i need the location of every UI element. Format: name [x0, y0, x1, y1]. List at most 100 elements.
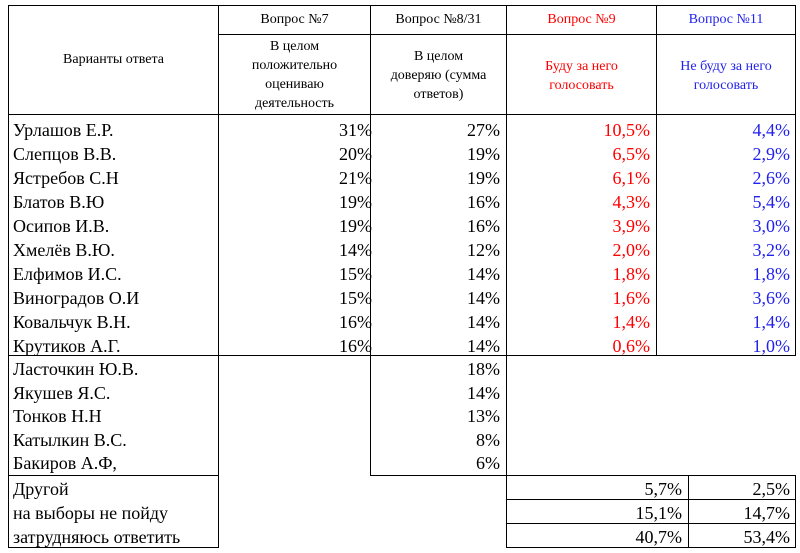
row-q9: 1,6%: [612, 288, 651, 308]
row-q11: 53,4%: [743, 527, 791, 547]
row-q8: 16%: [467, 216, 500, 236]
table-row: затрудняюсь ответить 40,7% 53,4%: [8, 526, 798, 550]
header-answer-variants-cell: Варианты ответа: [8, 5, 219, 115]
table-row: Осипов И.В. 19% 16% 3,9% 3,0%: [8, 214, 796, 238]
q8-rows: Ласточкин Ю.В. 18% Якушев Я.С. 14% Тонко…: [8, 358, 508, 476]
row-q9: 2,0%: [612, 240, 651, 260]
row-q7: 15%: [339, 288, 372, 308]
header-q7-sub-3: оцениваю: [265, 77, 324, 92]
row-q8: 16%: [467, 192, 500, 212]
row-q9: 10,5%: [603, 120, 651, 140]
header-q7-sub-4: деятельность: [254, 96, 335, 111]
row-q8: 14%: [467, 312, 500, 332]
row-q8: 19%: [467, 144, 500, 164]
row-q8: 8%: [476, 429, 500, 450]
table-row: Ястребов С.Н 21% 19% 6,1% 2,6%: [8, 166, 796, 190]
q11-block: [656, 114, 796, 356]
row-name: Катылкин В.С.: [13, 429, 127, 450]
header-q11-title: Вопрос №11: [688, 12, 764, 27]
header-q8-cell: Вопрос №8/31 В целом доверяю (сумма отве…: [370, 5, 507, 115]
row-q9: 15,1%: [635, 503, 683, 523]
row-q7: 16%: [339, 312, 372, 332]
table-row: Катылкин В.С. 8%: [8, 429, 508, 453]
row-q8: 14%: [467, 264, 500, 284]
table-row: Тонков Н.Н 13%: [8, 405, 508, 429]
row-q7: 19%: [339, 216, 372, 236]
row-q11: 2,9%: [752, 144, 791, 164]
header-q8-sub-3: ответов): [413, 87, 464, 102]
header-q8-sub-1: В целом: [413, 49, 464, 64]
table-row: Урлашов Е.Р. 31% 27% 10,5% 4,4%: [8, 118, 796, 142]
row-name: Хмелёв В.Ю.: [13, 240, 115, 260]
header-q8-sub-2: доверяю (сумма: [390, 68, 487, 83]
row-q8: 14%: [467, 336, 500, 356]
table-row: Елфимов И.С. 15% 14% 1,8% 1,8%: [8, 262, 796, 286]
row-q7: 15%: [339, 264, 372, 284]
other-rows: Другой 5,7% 2,5% на выборы не пойду 15,1…: [8, 478, 798, 550]
row-q11: 5,4%: [752, 192, 791, 212]
row-name: Ласточкин Ю.В.: [13, 359, 139, 379]
full-rows: Урлашов Е.Р. 31% 27% 10,5% 4,4% Слепцов …: [8, 118, 796, 358]
row-q11: 3,6%: [752, 288, 791, 308]
row-q7: 31%: [339, 120, 372, 140]
row-q7: 20%: [339, 144, 372, 164]
header-q8-title: Вопрос №8/31: [395, 12, 482, 27]
row-q11: 4,4%: [752, 120, 791, 140]
row-q9: 6,5%: [612, 144, 651, 164]
row-q9: 4,3%: [612, 192, 651, 212]
row-name: Другой: [13, 479, 69, 499]
row-q9: 1,8%: [612, 264, 651, 284]
row-q11: 1,4%: [752, 312, 791, 332]
row-q11: 2,6%: [752, 168, 791, 188]
row-q7: 19%: [339, 192, 372, 212]
header-q9-cell: Вопрос №9 Буду за него голосовать: [506, 5, 657, 115]
header-q7-sub-1: В целом: [269, 39, 320, 54]
row-q8: 19%: [467, 168, 500, 188]
header-q9-sub-2: голосовать: [549, 78, 614, 93]
q11-other-3: [688, 523, 796, 548]
row-q11: 2,5%: [752, 479, 791, 499]
table-row: Другой 5,7% 2,5%: [8, 478, 798, 502]
names-block-3: [8, 475, 219, 548]
header-q9-sub-1: Буду за него: [545, 59, 618, 74]
row-q11: 14,7%: [743, 503, 791, 523]
row-name: Крутиков А.Г.: [13, 336, 121, 356]
row-name: Якушев Я.С.: [13, 382, 111, 403]
table-row: Хмелёв В.Ю. 14% 12% 2,0% 3,2%: [8, 238, 796, 262]
row-q11: 1,0%: [752, 336, 791, 356]
row-q9: 40,7%: [635, 527, 683, 547]
row-name: Осипов И.В.: [13, 216, 110, 236]
row-name: Ястребов С.Н: [13, 168, 119, 188]
header-q9-title: Вопрос №9: [547, 12, 616, 27]
header-q7-title: Вопрос №7: [260, 12, 329, 27]
header-q11-cell: Вопрос №11 Не буду за него голосовать: [656, 5, 796, 115]
row-name: Бакиров А.Ф,: [13, 453, 117, 473]
row-q9: 1,4%: [612, 312, 651, 332]
row-q11: 3,2%: [752, 240, 791, 260]
table-row: Бакиров А.Ф, 6%: [8, 452, 508, 476]
table-row: Слепцов В.В. 20% 19% 6,5% 2,9%: [8, 142, 796, 166]
table-row: Блатов В.Ю 19% 16% 4,3% 5,4%: [8, 190, 796, 214]
row-name: затрудняюсь ответить: [13, 527, 181, 547]
row-q11: 1,8%: [752, 264, 791, 284]
row-q8: 12%: [467, 240, 500, 260]
header-q7-sub-2: положительно: [251, 58, 338, 73]
row-name: Ковальчук В.Н.: [13, 312, 131, 332]
row-q8: 27%: [467, 120, 500, 140]
row-q9: 6,1%: [612, 168, 651, 188]
table-row: на выборы не пойду 15,1% 14,7%: [8, 502, 798, 526]
row-q7: 14%: [339, 240, 372, 260]
row-q8: 6%: [476, 453, 500, 473]
row-q9: 0,6%: [612, 336, 651, 356]
table-row: Ласточкин Ю.В. 18%: [8, 358, 508, 382]
row-q8: 14%: [467, 382, 500, 403]
row-q8: 14%: [467, 288, 500, 308]
row-q7: 21%: [339, 168, 372, 188]
header-q11-sub-1: Не буду за него: [680, 59, 772, 74]
table-row: Крутиков А.Г. 16% 14% 0,6% 1,0%: [8, 334, 796, 358]
table-row: Виноградов О.И 15% 14% 1,6% 3,6%: [8, 286, 796, 310]
table-row: Якушев Я.С. 14%: [8, 382, 508, 406]
table-row: Ковальчук В.Н. 16% 14% 1,4% 1,4%: [8, 310, 796, 334]
row-name: на выборы не пойду: [13, 503, 169, 523]
